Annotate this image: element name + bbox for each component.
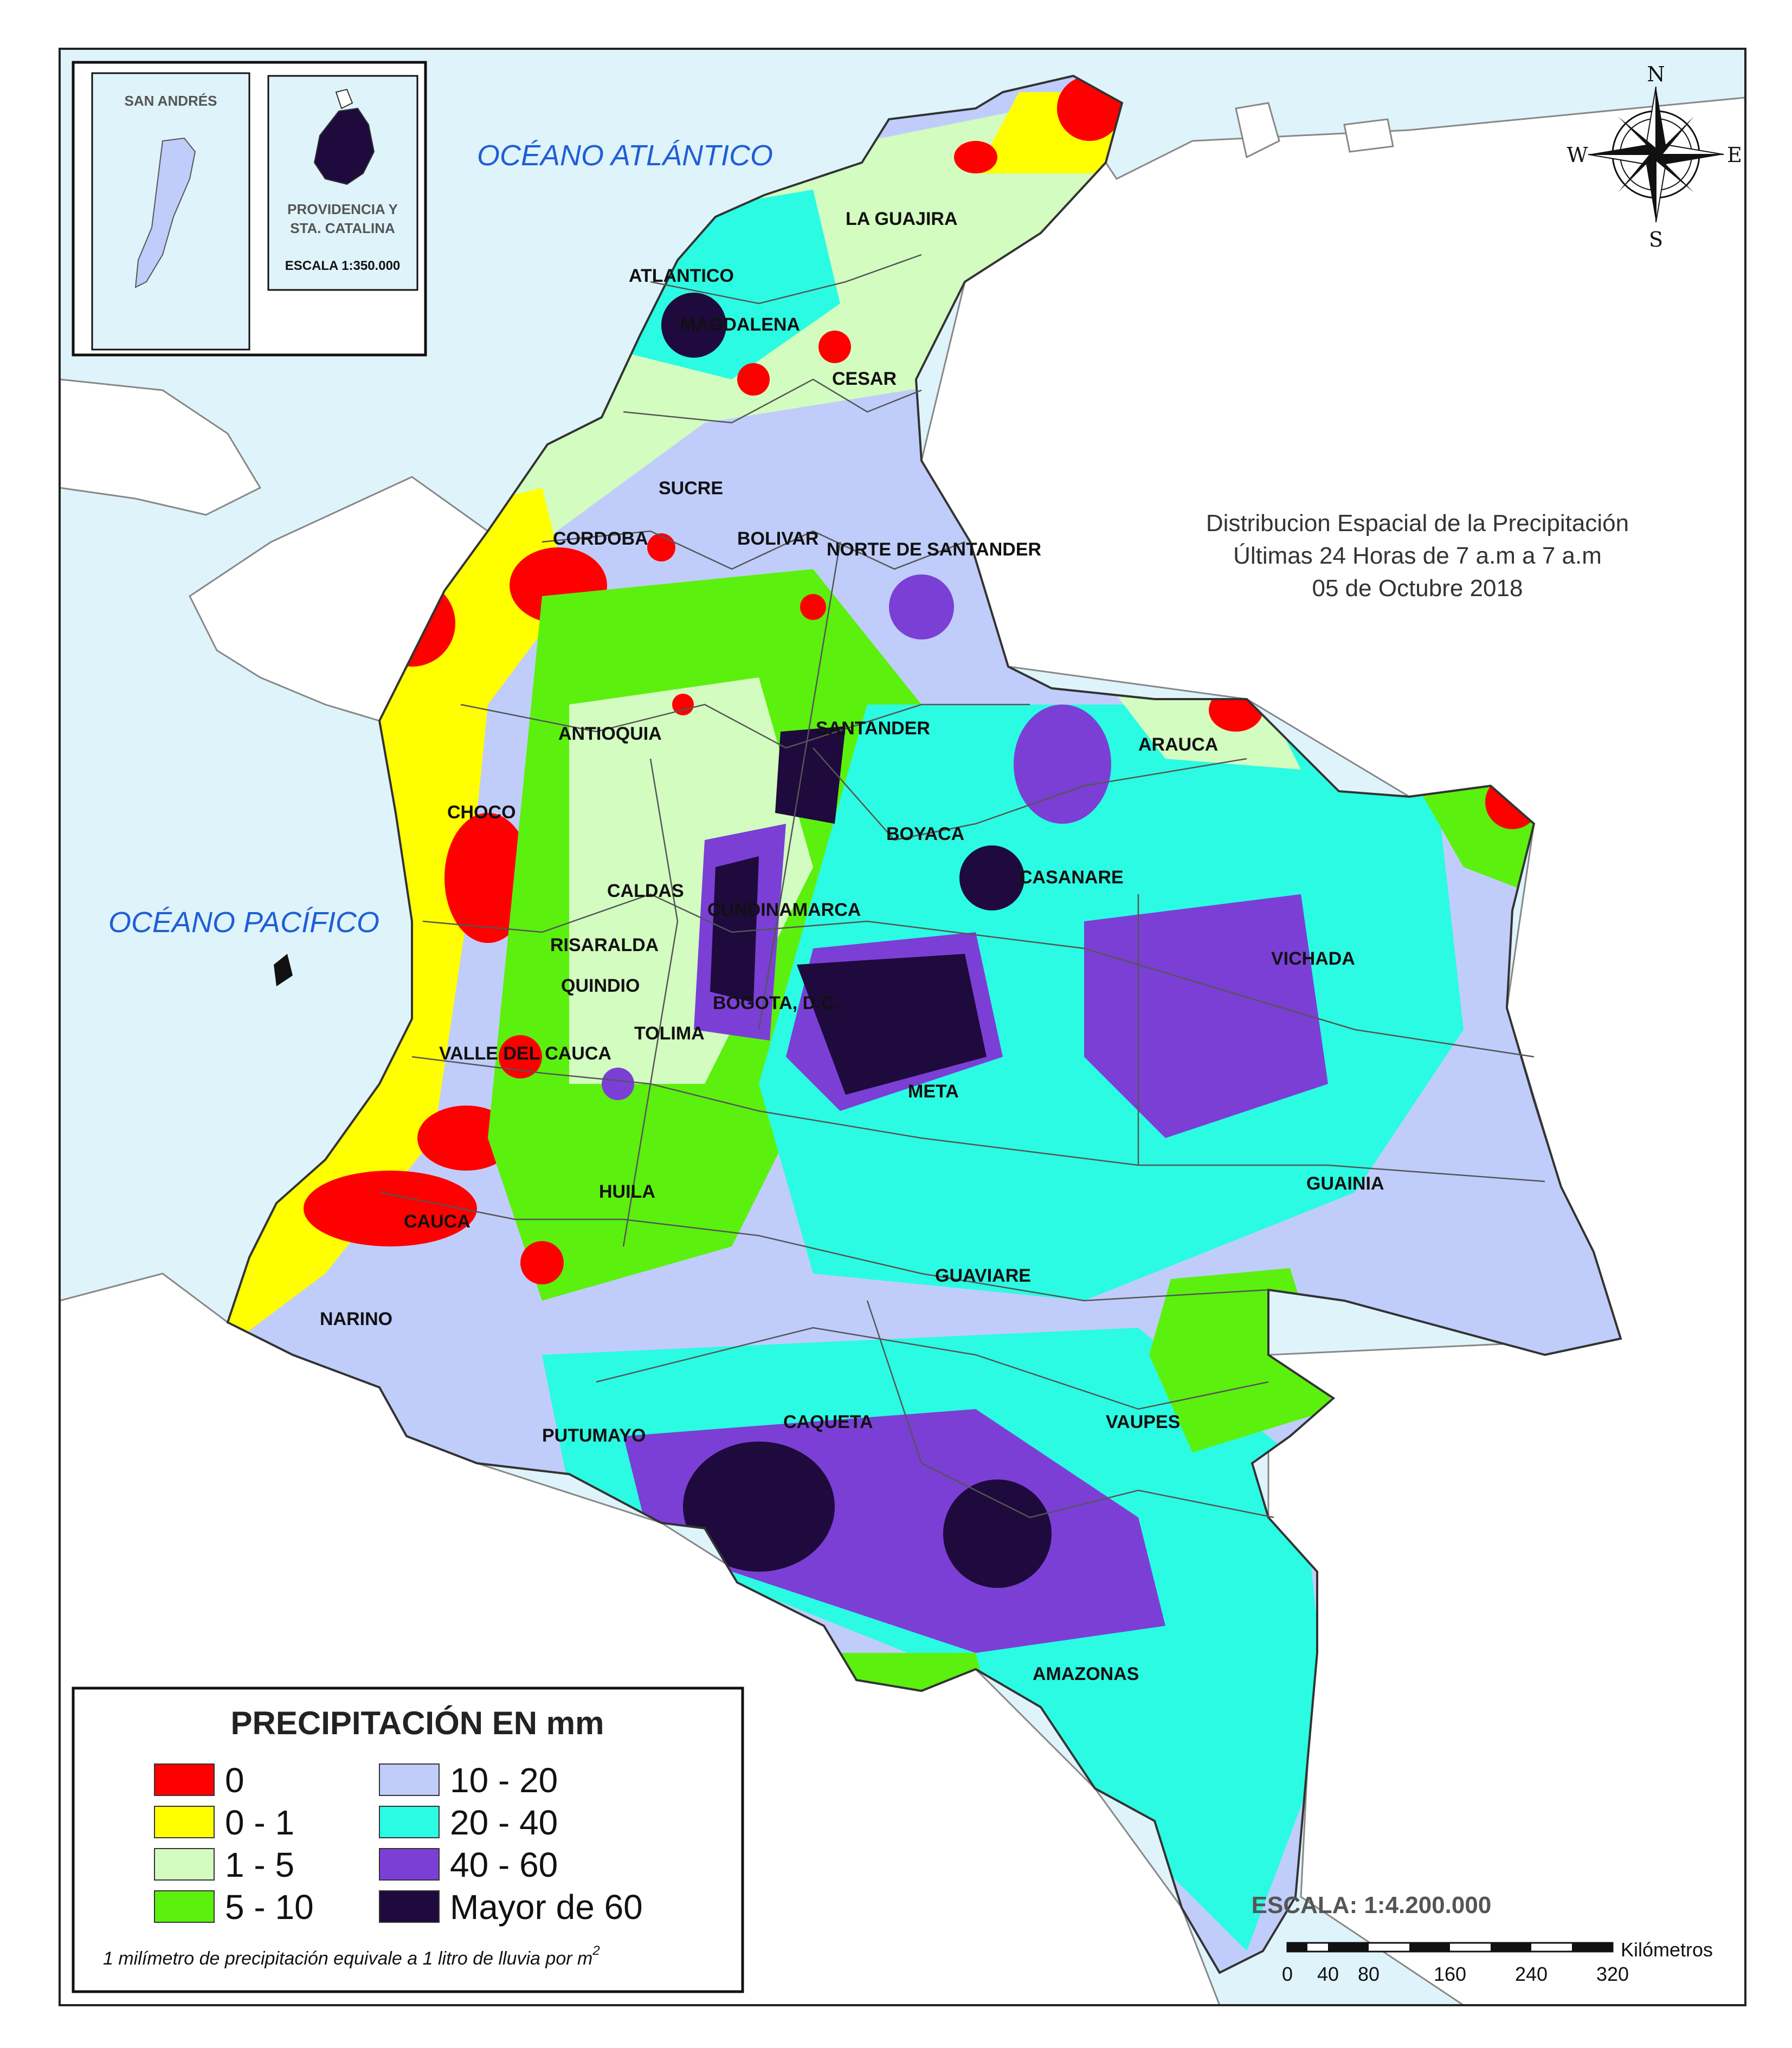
scale-tick-80: 80 <box>1358 1963 1380 1985</box>
scale-unit: Kilómetros <box>1621 1939 1713 1961</box>
dept-label-atlantico: ATLANTICO <box>629 266 734 286</box>
dept-label-sucre: SUCRE <box>659 478 723 499</box>
central-america-land <box>59 378 262 516</box>
dept-label-meta: META <box>908 1081 959 1102</box>
dept-label-cauca: CAUCA <box>404 1211 470 1232</box>
dept-label-caqueta: CAQUETA <box>783 1412 873 1432</box>
svg-text:40 - 60: 40 - 60 <box>450 1845 558 1884</box>
dept-label-huila: HUILA <box>599 1181 655 1202</box>
island-curacao <box>1343 118 1394 153</box>
scale-tick-320: 320 <box>1596 1963 1629 1985</box>
map-frame <box>59 48 1746 2006</box>
compass-rose-icon: N S E W <box>1567 62 1742 251</box>
pacific-ocean-label: OCÉANO PACÍFICO <box>108 906 379 939</box>
legend-item-3: 5 - 10 <box>154 1888 314 1927</box>
title-line-3: 05 de Octubre 2018 <box>1312 575 1523 602</box>
islands-inset: SAN ANDRÉS PROVIDENCIA Y STA. CATALINA E… <box>72 61 427 357</box>
atlantic-ocean-label: OCÉANO ATLÁNTICO <box>477 139 773 172</box>
dept-label-amazonas: AMAZONAS <box>1033 1664 1139 1684</box>
dept-label-risaralda: RISARALDA <box>550 935 659 955</box>
compass-west: W <box>1567 143 1588 167</box>
scale-tick-40: 40 <box>1317 1963 1339 1985</box>
dept-label-boyaca: BOYACA <box>886 824 964 844</box>
dept-label-quindio: QUINDIO <box>561 975 640 996</box>
scale-tick-240: 240 <box>1515 1963 1548 1985</box>
dept-label-narino: NARINO <box>320 1309 392 1329</box>
dept-label-norte-de-santander: NORTE DE SANTANDER <box>827 539 1041 560</box>
dept-label-cordoba: CORDOBA <box>553 528 648 549</box>
department-labels: LA GUAJIRA ATLANTICO MAGDALENA CESAR SUC… <box>320 209 1384 1684</box>
dept-label-la-guajira: LA GUAJIRA <box>846 209 958 229</box>
svg-text:1 - 5: 1 - 5 <box>225 1845 294 1884</box>
svg-text:5 - 10: 5 - 10 <box>225 1888 314 1927</box>
legend-item-2: 1 - 5 <box>154 1845 294 1884</box>
legend-item-7: Mayor de 60 <box>379 1888 643 1927</box>
inset-providencia-line2: STA. CATALINA <box>290 220 395 236</box>
dept-label-bolivar: BOLIVAR <box>737 528 818 549</box>
map-title: Distribucion Espacial de la Precipitació… <box>1206 510 1629 602</box>
dept-label-tolima: TOLIMA <box>634 1023 705 1044</box>
dept-label-cesar: CESAR <box>832 369 897 389</box>
dept-label-caldas: CALDAS <box>607 881 684 901</box>
scale-tick-0: 0 <box>1282 1963 1293 1985</box>
dept-label-guainia: GUAINIA <box>1306 1173 1384 1194</box>
inset-scale-label: ESCALA 1:350.000 <box>285 259 401 273</box>
scale-tick-160: 160 <box>1434 1963 1466 1985</box>
inset-san-andres-label: SAN ANDRÉS <box>125 93 217 109</box>
svg-text:10 - 20: 10 - 20 <box>450 1761 558 1800</box>
legend-note: 1 milímetro de precipitación equivale a … <box>103 1943 600 1969</box>
dept-label-putumayo: PUTUMAYO <box>542 1425 646 1446</box>
compass-east: E <box>1727 143 1742 167</box>
dept-label-vaupes: VAUPES <box>1106 1412 1180 1432</box>
svg-text:0: 0 <box>225 1761 244 1800</box>
island-gorgona <box>274 954 293 986</box>
providencia-island <box>313 107 375 185</box>
scale-bar: ESCALA: 1:4.200.000 Kilómetros 0 40 80 1… <box>1252 1892 1713 1985</box>
legend-item-6: 40 - 60 <box>379 1845 558 1884</box>
dept-label-guaviare: GUAVIARE <box>935 1265 1031 1286</box>
dept-label-antioquia: ANTIOQUIA <box>558 723 662 744</box>
colombia-outline <box>226 74 1622 1974</box>
compass-south: S <box>1649 228 1663 251</box>
legend-item-4: 10 - 20 <box>379 1761 558 1800</box>
legend-item-0: 0 <box>154 1761 244 1800</box>
dept-label-choco: CHOCO <box>447 802 516 823</box>
svg-text:Mayor de 60: Mayor de 60 <box>450 1888 643 1927</box>
legend-item-5: 20 - 40 <box>379 1803 558 1842</box>
legend-item-1: 0 - 1 <box>154 1803 294 1842</box>
legend: PRECIPITACIÓN EN mm 0 0 - 1 1 - 5 5 - 10… <box>72 1687 744 1993</box>
svg-text:20 - 40: 20 - 40 <box>450 1803 558 1842</box>
scale-title: ESCALA: 1:4.200.000 <box>1252 1892 1492 1918</box>
dept-label-magdalena: MAGDALENA <box>680 314 800 335</box>
legend-title: PRECIPITACIÓN EN mm <box>231 1705 604 1741</box>
title-line-2: Últimas 24 Horas de 7 a.m a 7 a.m <box>1233 542 1602 569</box>
island-aruba <box>1235 102 1280 159</box>
title-line-1: Distribucion Espacial de la Precipitació… <box>1206 510 1629 537</box>
dept-label-valle-del-cauca: VALLE DEL CAUCA <box>439 1043 611 1064</box>
dept-label-bogota: BOGOTA, D.C. <box>713 993 840 1013</box>
dept-label-santander: SANTANDER <box>816 718 930 739</box>
compass-north: N <box>1647 62 1665 86</box>
department-borders <box>379 254 1545 1519</box>
san-andres-island <box>134 137 196 288</box>
dept-label-arauca: ARAUCA <box>1138 734 1218 755</box>
dept-label-casanare: CASANARE <box>1019 867 1124 888</box>
svg-text:0 - 1: 0 - 1 <box>225 1803 294 1842</box>
dept-label-vichada: VICHADA <box>1271 948 1355 969</box>
inset-providencia-line1: PROVIDENCIA Y <box>287 201 398 217</box>
dept-label-cundinamarca: CUNDINAMARCA <box>707 900 861 920</box>
